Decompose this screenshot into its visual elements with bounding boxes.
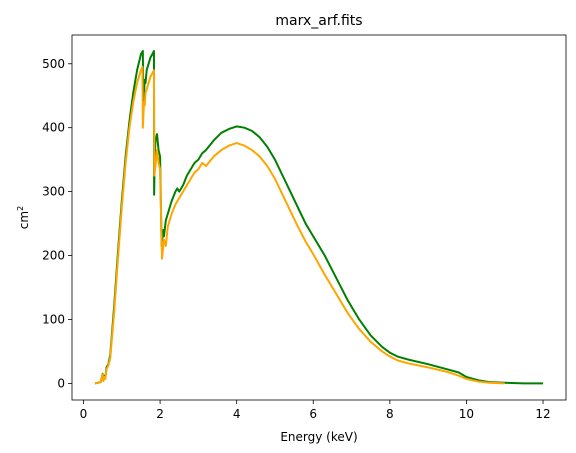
y-tick-label: 500 bbox=[42, 57, 65, 71]
x-tick-label: 0 bbox=[80, 407, 88, 421]
y-axis: 0 100 200 300 400 500 bbox=[42, 57, 72, 390]
chart-title: marx_arf.fits bbox=[275, 13, 362, 29]
y-tick-label: 0 bbox=[57, 376, 65, 390]
y-axis-label-exponent: 2 bbox=[16, 206, 25, 211]
y-tick-label: 300 bbox=[42, 185, 65, 199]
plot-frame bbox=[71, 34, 567, 401]
x-tick-label: 4 bbox=[233, 407, 241, 421]
x-tick-label: 10 bbox=[459, 407, 474, 421]
y-axis-label-unit: cm bbox=[17, 211, 31, 229]
y-tick-label: 400 bbox=[42, 121, 65, 135]
x-axis-label: Energy (keV) bbox=[280, 430, 357, 444]
x-tick-label: 2 bbox=[156, 407, 164, 421]
y-tick-label: 100 bbox=[42, 312, 65, 326]
y-axis-label: cm2 bbox=[16, 206, 31, 229]
series-line-1 bbox=[94, 49, 544, 385]
x-tick-label: 6 bbox=[309, 407, 317, 421]
x-tick-label: 12 bbox=[535, 407, 550, 421]
x-axis: 0 2 4 6 8 10 12 bbox=[80, 400, 551, 421]
series-line-2 bbox=[94, 65, 505, 385]
x-tick-label: 8 bbox=[386, 407, 394, 421]
series-layer bbox=[94, 49, 544, 385]
y-tick-label: 200 bbox=[42, 249, 65, 263]
